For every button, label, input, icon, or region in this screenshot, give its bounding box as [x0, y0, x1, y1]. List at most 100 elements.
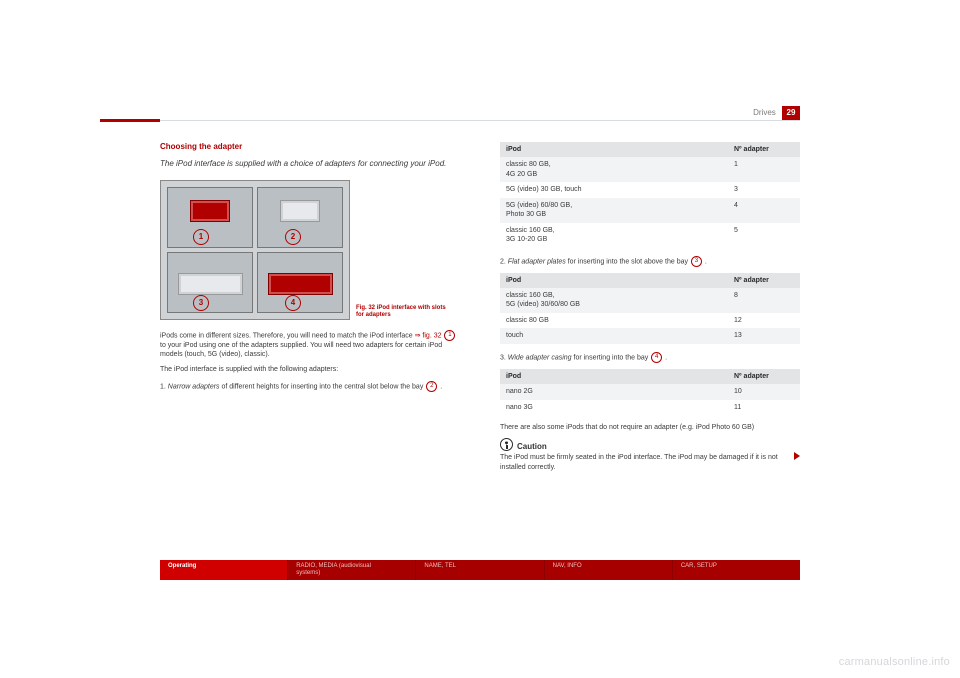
- cell-text: Photo 30 GB: [506, 211, 546, 218]
- right-column: iPod Nº adapter classic 80 GB, 4G 20 GB …: [500, 142, 800, 478]
- para-text: for inserting into the slot above the ba…: [568, 258, 690, 265]
- para-t3: 3. Wide adapter casing for inserting int…: [500, 352, 800, 363]
- table-header: iPod Nº adapter: [500, 142, 800, 157]
- section-name: Drives: [753, 108, 776, 117]
- cell-nr: 8: [728, 288, 800, 313]
- para-t2: 2. Flat adapter plates for inserting int…: [500, 256, 800, 267]
- adapter-slot: [280, 200, 320, 223]
- cell-ipod: touch: [500, 328, 728, 343]
- para-text: iPods come in different sizes. Therefore…: [160, 332, 415, 339]
- cell-ipod: classic 160 GB, 5G (video) 30/60/80 GB: [500, 288, 728, 313]
- cell-ipod: classic 80 GB: [500, 313, 728, 328]
- cell-nr: 12: [728, 313, 800, 328]
- tab-nav-info[interactable]: NAV, INFO: [545, 560, 673, 580]
- para-text: 1.: [160, 383, 168, 390]
- cell-nr: 11: [728, 400, 800, 415]
- cell-ipod: classic 80 GB, 4G 20 GB: [500, 157, 728, 182]
- para-after: There are also some iPods that do not re…: [500, 423, 800, 432]
- footer-tabs: Operating RADIO, MEDIA (audiovisual syst…: [160, 560, 800, 580]
- para-text: 2.: [500, 258, 508, 265]
- page-number: 29: [782, 106, 800, 120]
- header-right: Drives 29: [753, 106, 800, 120]
- para-text: .: [665, 354, 667, 361]
- para-em: Wide adapter casing: [508, 354, 572, 361]
- para-3: 1. Narrow adapters of different heights …: [160, 381, 460, 392]
- tab-label: systems): [296, 570, 320, 576]
- ref-circle: 1: [444, 330, 455, 341]
- th-ipod: iPod: [500, 273, 728, 288]
- cell-text: classic 160 GB,: [506, 292, 555, 299]
- figure-image: 1 2 3 4: [160, 180, 350, 320]
- para-2: The iPod interface is supplied with the …: [160, 365, 460, 374]
- figure-caption: Fig. 32 iPod interface with slots for ad…: [356, 305, 446, 319]
- ref-circle: 2: [426, 381, 437, 392]
- adapter-table-1: iPod Nº adapter classic 80 GB, 4G 20 GB …: [500, 142, 800, 248]
- ref-circle: 4: [651, 352, 662, 363]
- cell-nr: 13: [728, 328, 800, 343]
- table-row: classic 80 GB, 4G 20 GB 1: [500, 157, 800, 182]
- cell-nr: 3: [728, 182, 800, 197]
- para-em: Flat adapter plates: [508, 258, 566, 265]
- table-row: 5G (video) 60/80 GB, Photo 30 GB 4: [500, 198, 800, 223]
- tab-radio-media[interactable]: RADIO, MEDIA (audiovisual systems): [288, 560, 416, 580]
- cell-text: classic 80 GB,: [506, 161, 551, 168]
- cell-text: 3G 10-20 GB: [506, 236, 547, 243]
- adapter-table-3: iPod Nº adapter nano 2G 10 nano 3G 11: [500, 369, 800, 415]
- callout-1: 1: [193, 229, 209, 245]
- cell-nr: 10: [728, 384, 800, 399]
- watermark: carmanualsonline.info: [839, 655, 950, 670]
- cell-ipod: 5G (video) 30 GB, touch: [500, 182, 728, 197]
- caution-heading: Caution: [500, 438, 800, 453]
- continue-arrow-icon: [794, 452, 800, 460]
- adapter-slot: [178, 273, 243, 296]
- para-text: .: [705, 258, 707, 265]
- para-1: iPods come in different sizes. Therefore…: [160, 330, 460, 360]
- th-adapter: Nº adapter: [728, 273, 800, 288]
- top-rule: [160, 120, 800, 121]
- ref-circle: 3: [691, 256, 702, 267]
- fig-cell-3: [167, 252, 253, 313]
- th-ipod: iPod: [500, 369, 728, 384]
- para-em: Narrow adapters: [168, 383, 220, 390]
- adapter-slot-red: [190, 200, 230, 223]
- para-text: of different heights for inserting into …: [222, 383, 426, 390]
- tab-car-setup[interactable]: CAR, SETUP: [673, 560, 800, 580]
- callout-3: 3: [193, 295, 209, 311]
- tab-name-tel[interactable]: NAME, TEL: [416, 560, 544, 580]
- left-column: Choosing the adapter The iPod interface …: [160, 142, 460, 398]
- intro-text: The iPod interface is supplied with a ch…: [160, 159, 460, 170]
- table-row: 5G (video) 30 GB, touch 3: [500, 182, 800, 197]
- cell-nr: 4: [728, 198, 800, 223]
- th-adapter: Nº adapter: [728, 369, 800, 384]
- tab-operating[interactable]: Operating: [160, 560, 288, 580]
- table-row: nano 3G 11: [500, 400, 800, 415]
- callout-2: 2: [285, 229, 301, 245]
- fig-ref: ⇒ fig. 32: [415, 332, 442, 339]
- heading: Choosing the adapter: [160, 142, 460, 153]
- cell-ipod: nano 3G: [500, 400, 728, 415]
- para-text: .: [440, 383, 442, 390]
- callout-4: 4: [285, 295, 301, 311]
- adapter-table-2: iPod Nº adapter classic 160 GB, 5G (vide…: [500, 273, 800, 344]
- table-row: nano 2G 10: [500, 384, 800, 399]
- table-row: classic 160 GB, 5G (video) 30/60/80 GB 8: [500, 288, 800, 313]
- cell-nr: 5: [728, 223, 800, 248]
- tab-label: RADIO, MEDIA (audiovisual: [296, 563, 371, 569]
- th-ipod: iPod: [500, 142, 728, 157]
- table-row: classic 160 GB, 3G 10-20 GB 5: [500, 223, 800, 248]
- cell-ipod: classic 160 GB, 3G 10-20 GB: [500, 223, 728, 248]
- cell-text: 5G (video) 30/60/80 GB: [506, 301, 580, 308]
- cell-ipod: 5G (video) 60/80 GB, Photo 30 GB: [500, 198, 728, 223]
- cell-text: classic 160 GB,: [506, 227, 555, 234]
- manual-page: Drives 29 Choosing the adapter The iPod …: [160, 120, 800, 570]
- para-text: for inserting into the bay: [574, 354, 651, 361]
- cell-nr: 1: [728, 157, 800, 182]
- cell-text: 4G 20 GB: [506, 171, 537, 178]
- figure-32: 1 2 3 4 Fig. 32 iPod interface with slot…: [160, 180, 460, 320]
- table-row: classic 80 GB 12: [500, 313, 800, 328]
- th-adapter: Nº adapter: [728, 142, 800, 157]
- caution-body: The iPod must be firmly seated in the iP…: [500, 453, 800, 472]
- table-header: iPod Nº adapter: [500, 369, 800, 384]
- adapter-slot-red: [268, 273, 333, 296]
- para-text: 3.: [500, 354, 508, 361]
